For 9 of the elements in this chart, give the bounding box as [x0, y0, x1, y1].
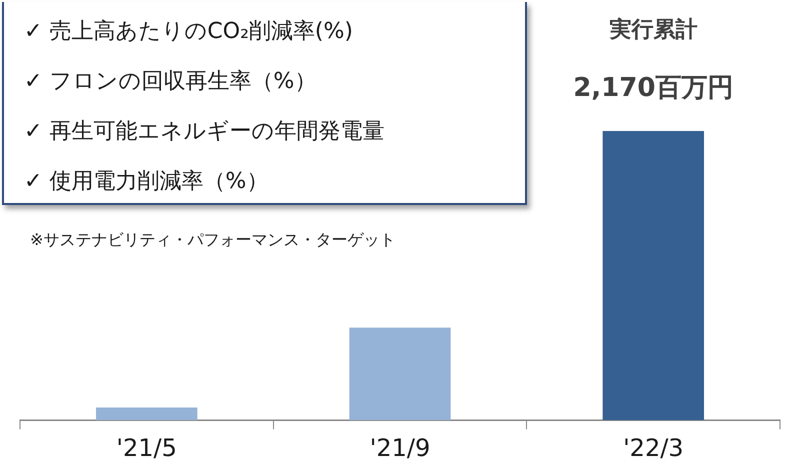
annotation: ✓ 再生可能エネルギーの年間発電量	[24, 118, 384, 146]
callout-box: ✓ 売上高あたりのCO₂削減率(%) ✓ フロンの回収再生率（%） ✓ 再生可能エネルギーの年間発電量 ✓ 使用電力削減率（%）	[2, 2, 527, 205]
text: 実行累計	[608, 16, 698, 43]
text: 2,170百万円	[573, 72, 734, 103]
x-tick-label: '21/9	[370, 434, 430, 462]
x-tick-label: '22/3	[623, 434, 684, 462]
annotation: ✓ 使用電力削減率（%）	[24, 168, 268, 196]
x-tick-label: '21/5	[116, 434, 177, 462]
annotation: ※サステナビリティ・パフォーマンス・ターゲット	[30, 230, 396, 251]
